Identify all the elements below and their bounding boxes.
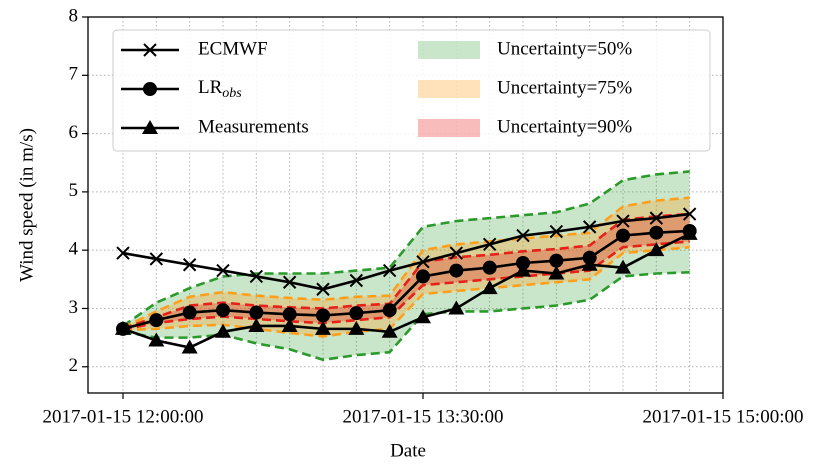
legend-label: LRobs xyxy=(198,77,242,101)
data-point xyxy=(616,214,630,228)
data-point xyxy=(682,207,697,221)
data-point xyxy=(649,225,664,240)
legend: ECMWF LRobs Measurements Uncertainty=50% Unc… xyxy=(112,29,711,152)
legend-box xyxy=(112,29,711,152)
data-point xyxy=(382,303,397,318)
data-point xyxy=(616,228,630,243)
data-point xyxy=(516,228,530,243)
legend-label: Uncertainty=75% xyxy=(497,77,632,98)
data-point xyxy=(282,275,297,289)
data-point xyxy=(181,339,198,354)
y-tick-label: 6 xyxy=(69,122,79,143)
data-point xyxy=(648,242,665,257)
data-point xyxy=(249,269,264,284)
legend-label: Uncertainty=50% xyxy=(497,38,632,59)
data-point xyxy=(381,323,398,338)
data-point xyxy=(449,263,464,278)
legend-label: ECMWF xyxy=(198,38,268,59)
data-point xyxy=(548,265,565,280)
series-line xyxy=(122,212,690,291)
data-point xyxy=(549,253,564,268)
uncertainty-band xyxy=(123,197,690,337)
band-edge xyxy=(122,196,690,329)
x-tick-label: 2017-01-15 15:00:00 xyxy=(643,406,804,427)
x-tick-label: 2017-01-15 12:00:00 xyxy=(43,406,204,427)
data-point xyxy=(316,308,330,323)
data-point xyxy=(142,120,158,134)
data-point xyxy=(149,252,164,266)
x-tick-label: 2017-01-15 13:30:00 xyxy=(343,406,504,427)
data-point xyxy=(382,263,397,278)
data-point xyxy=(182,258,197,272)
legend-label: Measurements xyxy=(198,116,309,137)
data-point xyxy=(316,282,330,296)
data-point xyxy=(315,320,331,335)
y-tick-label: 4 xyxy=(69,239,79,260)
data-point xyxy=(282,307,297,322)
y-tick-label: 3 xyxy=(69,297,79,318)
data-point xyxy=(582,220,597,234)
band-edge xyxy=(122,271,690,362)
legend-patch xyxy=(418,80,480,98)
data-point xyxy=(481,280,498,295)
data-point xyxy=(281,317,298,332)
data-point xyxy=(649,211,664,225)
data-point xyxy=(215,323,231,338)
y-tick-label: 2 xyxy=(69,355,79,376)
legend-label: Uncertainty=90% xyxy=(497,116,632,137)
data-point xyxy=(216,303,230,318)
data-point xyxy=(143,43,157,57)
data-point xyxy=(116,246,130,260)
band-edge xyxy=(122,212,690,330)
y-tick-label: 5 xyxy=(69,180,79,201)
data-point xyxy=(416,269,430,284)
data-point xyxy=(349,306,364,321)
y-tick-label: 8 xyxy=(69,5,79,26)
data-point xyxy=(348,320,365,335)
data-point xyxy=(148,332,165,347)
data-point xyxy=(149,313,164,328)
data-point xyxy=(416,255,430,269)
data-point xyxy=(515,262,531,277)
data-point xyxy=(482,237,497,252)
y-tick-label: 7 xyxy=(69,64,79,85)
data-point xyxy=(216,263,230,278)
data-point xyxy=(448,300,465,315)
legend-patch xyxy=(418,119,480,137)
data-point xyxy=(615,259,631,274)
plot-frame xyxy=(87,16,724,394)
data-point xyxy=(248,317,265,332)
y-axis-label: Wind speed (in m/s) xyxy=(16,128,37,282)
uncertainty-band xyxy=(123,214,690,330)
data-point xyxy=(349,273,364,288)
band-edge xyxy=(122,245,690,338)
data-point xyxy=(449,246,464,260)
data-point xyxy=(415,309,431,324)
data-point xyxy=(143,82,157,96)
data-point xyxy=(182,305,197,320)
data-point xyxy=(549,224,564,239)
data-point xyxy=(249,305,264,320)
data-point xyxy=(482,260,497,275)
legend-patch xyxy=(418,41,480,59)
x-axis-label: Date xyxy=(390,440,426,461)
data-point xyxy=(115,320,131,335)
band-edge xyxy=(122,170,690,328)
data-point xyxy=(681,225,698,240)
data-point xyxy=(581,256,598,271)
